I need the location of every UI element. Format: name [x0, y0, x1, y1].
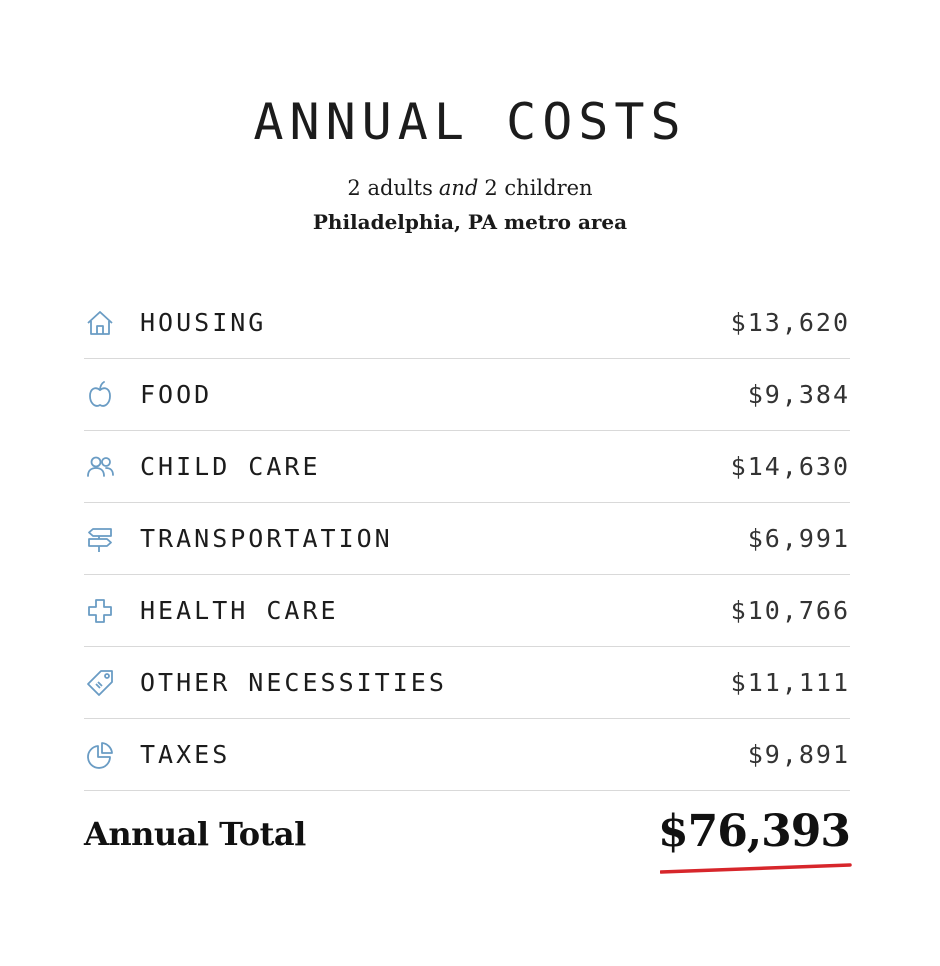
cost-label: HOUSING	[140, 308, 267, 337]
cost-amount: $10,766	[730, 596, 850, 625]
cost-label: OTHER NECESSITIES	[140, 668, 447, 697]
page-title: ANNUAL COSTS	[253, 93, 687, 151]
signpost-icon	[84, 523, 116, 555]
children-count: 2 children	[484, 176, 593, 200]
household-description: 2 adults and 2 children	[0, 174, 940, 202]
cost-amount: $9,891	[747, 740, 850, 769]
house-icon	[84, 307, 116, 339]
cost-amount: $9,384	[747, 380, 850, 409]
cost-row-transportation: TRANSPORTATION $6,991	[84, 503, 850, 575]
annual-total-amount: $76,393	[657, 806, 851, 857]
cost-row-taxes: TAXES $9,891	[84, 719, 850, 791]
cost-row-other-necessities: OTHER NECESSITIES $11,111	[84, 647, 850, 719]
pie-chart-icon	[84, 739, 116, 771]
cost-row-child-care: CHILD CARE $14,630	[84, 431, 850, 503]
cost-amount: $6,991	[747, 524, 850, 553]
cost-label: HEALTH CARE	[140, 596, 339, 625]
apple-icon	[84, 379, 116, 411]
cost-amount: $11,111	[730, 668, 850, 697]
medical-cross-icon	[84, 595, 116, 627]
cost-label: TRANSPORTATION	[140, 524, 393, 553]
conjunction: and	[438, 176, 479, 200]
total-underline	[660, 863, 852, 874]
cost-label: FOOD	[140, 380, 213, 409]
cost-row-housing: HOUSING $13,620	[84, 287, 850, 359]
people-icon	[84, 451, 116, 483]
cost-row-food: FOOD $9,384	[84, 359, 850, 431]
cost-amount: $13,620	[730, 308, 850, 337]
cost-label: TAXES	[140, 740, 231, 769]
cost-list: HOUSING $13,620 FOOD $9,384 CHILD CARE $…	[84, 287, 850, 791]
cost-label: CHILD CARE	[140, 452, 321, 481]
cost-amount: $14,630	[730, 452, 850, 481]
adults-count: 2 adults	[347, 176, 433, 200]
location-label: Philadelphia, PA metro area	[312, 210, 628, 234]
price-tag-icon	[84, 667, 116, 699]
annual-total-label: Annual Total	[84, 815, 306, 853]
cost-row-health-care: HEALTH CARE $10,766	[84, 575, 850, 647]
